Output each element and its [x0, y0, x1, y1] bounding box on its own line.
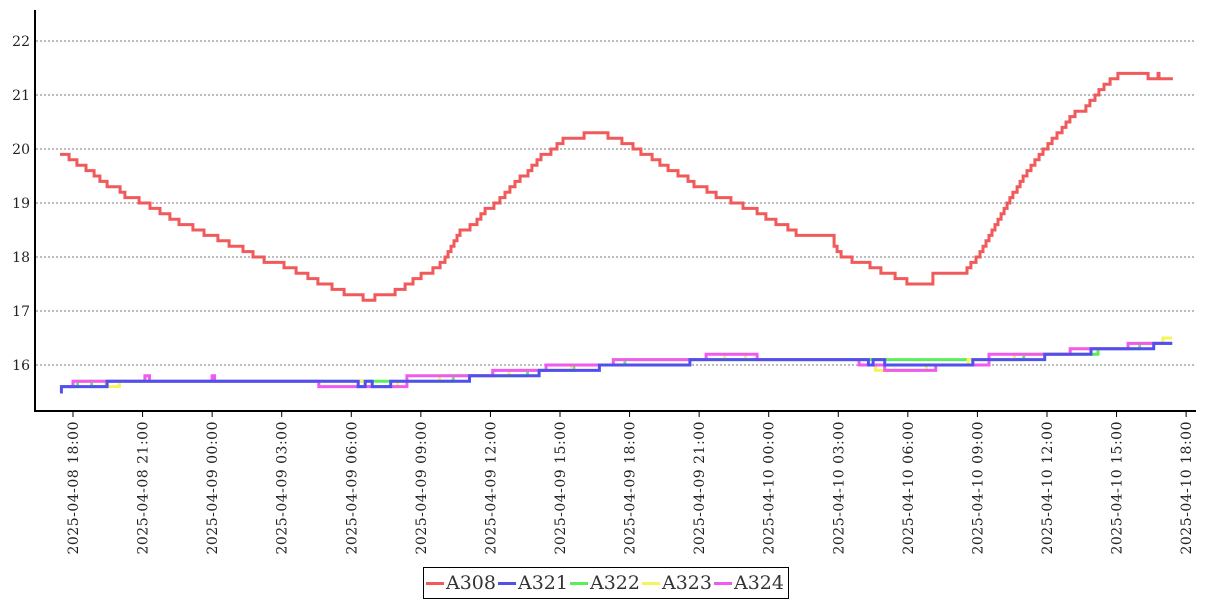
x-tick-label: 2025-04-09 03:00 [275, 421, 291, 555]
legend-swatch [714, 581, 732, 585]
legend-item-a308: A308 [426, 572, 496, 594]
x-tick-label: 2025-04-10 03:00 [831, 421, 847, 555]
x-tick-label: 2025-04-09 09:00 [414, 421, 430, 555]
y-tick-label: 22 [12, 34, 30, 50]
legend-swatch [426, 581, 444, 585]
legend-label: A323 [662, 572, 712, 594]
x-tick-label: 2025-04-10 18:00 [1179, 421, 1195, 555]
legend-label: A324 [734, 572, 784, 594]
legend-item-a323: A323 [642, 572, 712, 594]
series-line-a321 [59, 341, 1173, 394]
x-tick-labels: 2025-04-08 18:00 2025-04-08 21:00 2025-04-… [66, 412, 1195, 555]
y-tick-label: 19 [12, 196, 30, 212]
legend-label: A321 [518, 572, 568, 594]
x-tick-label: 2025-04-10 09:00 [970, 421, 986, 555]
legend-label: A322 [590, 572, 640, 594]
y-tick-label: 21 [12, 88, 30, 104]
x-tick-label: 2025-04-09 21:00 [692, 421, 708, 555]
x-tick-label: 2025-04-09 06:00 [344, 421, 360, 555]
x-tick-label: 2025-04-10 15:00 [1110, 421, 1126, 555]
x-tick-label: 2025-04-09 12:00 [483, 421, 499, 555]
x-tick-label: 2025-04-08 21:00 [136, 421, 152, 555]
x-tick-label: 2025-04-09 00:00 [205, 421, 221, 555]
y-tick-label: 18 [12, 250, 30, 266]
gridlines [36, 40, 1195, 366]
legend-label: A308 [446, 572, 496, 594]
y-tick-label: 16 [12, 358, 30, 374]
x-tick-label: 2025-04-10 06:00 [901, 421, 917, 555]
legend-item-a321: A321 [498, 572, 568, 594]
legend-swatch [570, 581, 588, 585]
x-tick-label: 2025-04-10 12:00 [1040, 421, 1056, 555]
y-tick-labels: 16 17 18 19 20 21 22 [12, 34, 30, 374]
x-tick-label: 2025-04-09 15:00 [553, 421, 569, 555]
legend-swatch [498, 581, 516, 585]
y-tick-label: 17 [12, 304, 30, 320]
legend-item-a324: A324 [714, 572, 784, 594]
series-lines [59, 71, 1173, 394]
series-line-a308 [60, 71, 1173, 302]
legend-item-a322: A322 [570, 572, 640, 594]
legend-swatch [642, 581, 660, 585]
x-tick-label: 2025-04-10 00:00 [762, 421, 778, 555]
x-tick-label: 2025-04-08 18:00 [66, 421, 82, 555]
series-line-a323 [73, 336, 1173, 389]
x-tick-label: 2025-04-09 18:00 [623, 421, 639, 555]
legend: A308 A321 A322 A323 A324 [423, 567, 789, 599]
y-tick-label: 20 [12, 142, 30, 158]
